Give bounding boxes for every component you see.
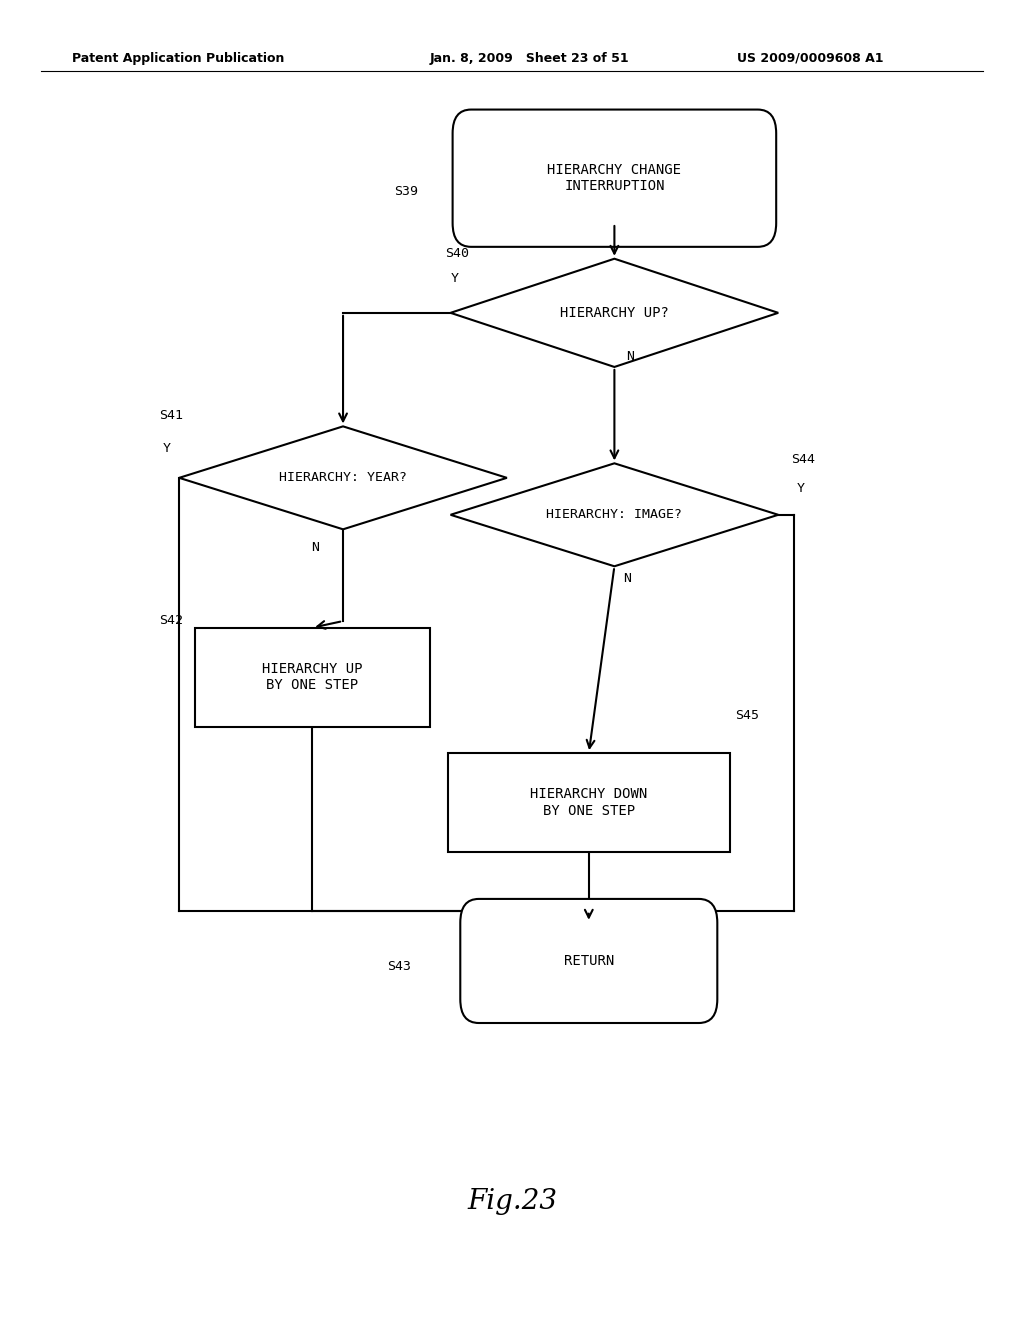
Text: N: N: [623, 572, 631, 585]
Text: S40: S40: [445, 247, 469, 260]
Text: S41: S41: [159, 409, 182, 422]
Bar: [447, 752, 729, 853]
Text: S43: S43: [387, 960, 411, 973]
Text: HIERARCHY: IMAGE?: HIERARCHY: IMAGE?: [547, 508, 682, 521]
Text: HIERARCHY UP?: HIERARCHY UP?: [560, 306, 669, 319]
Text: HIERARCHY UP
BY ONE STEP: HIERARCHY UP BY ONE STEP: [262, 663, 362, 692]
Text: RETURN: RETURN: [563, 954, 614, 968]
Text: S42: S42: [159, 614, 182, 627]
Text: HIERARCHY: YEAR?: HIERARCHY: YEAR?: [279, 471, 408, 484]
Polygon shape: [179, 426, 507, 529]
Text: S45: S45: [735, 709, 759, 722]
Text: HIERARCHY CHANGE
INTERRUPTION: HIERARCHY CHANGE INTERRUPTION: [548, 164, 681, 193]
Bar: [195, 628, 430, 726]
Polygon shape: [451, 259, 778, 367]
Text: Jan. 8, 2009   Sheet 23 of 51: Jan. 8, 2009 Sheet 23 of 51: [430, 51, 630, 65]
Text: Y: Y: [797, 482, 805, 495]
Text: N: N: [311, 541, 319, 554]
Text: Fig.23: Fig.23: [467, 1188, 557, 1214]
Text: US 2009/0009608 A1: US 2009/0009608 A1: [737, 51, 884, 65]
FancyBboxPatch shape: [460, 899, 717, 1023]
Text: N: N: [626, 350, 634, 363]
Text: Patent Application Publication: Patent Application Publication: [72, 51, 284, 65]
FancyBboxPatch shape: [453, 110, 776, 247]
Text: Y: Y: [163, 442, 171, 455]
Text: S44: S44: [792, 453, 815, 466]
Polygon shape: [451, 463, 778, 566]
Text: HIERARCHY DOWN
BY ONE STEP: HIERARCHY DOWN BY ONE STEP: [530, 788, 647, 817]
Text: Y: Y: [451, 272, 459, 285]
Text: S39: S39: [394, 185, 418, 198]
